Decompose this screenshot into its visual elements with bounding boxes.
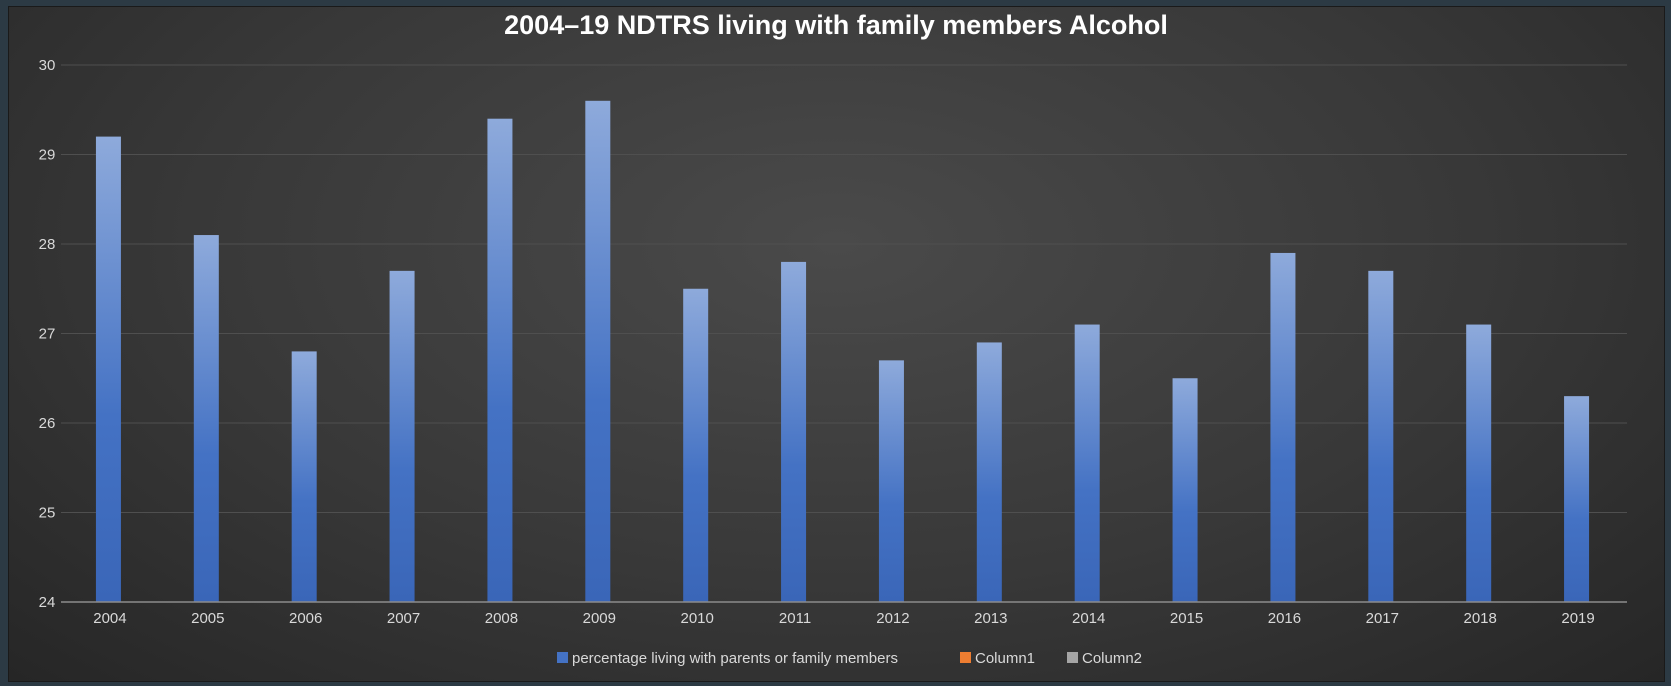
y-tick-label: 28 bbox=[39, 236, 56, 253]
x-tick-label: 2005 bbox=[191, 610, 224, 627]
bar-2012 bbox=[878, 360, 904, 602]
chart-title: 2004–19 NDTRS living with family members… bbox=[504, 10, 1168, 40]
y-tick-label: 30 bbox=[39, 57, 56, 74]
x-tick-label: 2008 bbox=[485, 610, 518, 627]
x-axis-ticks: 2004 2005 2006 2007 2008 2009 2010 2011 2012 2013… bbox=[93, 610, 1595, 627]
bar-2018 bbox=[1466, 324, 1492, 602]
legend-swatch bbox=[1067, 652, 1078, 663]
bar-2015 bbox=[1172, 378, 1198, 602]
x-tick-label: 2016 bbox=[1268, 610, 1301, 627]
bar-2017 bbox=[1368, 270, 1394, 602]
legend-swatch bbox=[557, 652, 568, 663]
bar-2008 bbox=[487, 118, 513, 602]
x-tick-label: 2009 bbox=[583, 610, 616, 627]
y-tick-label: 27 bbox=[39, 326, 56, 343]
bar-chart: 2004–19 NDTRS living with family members… bbox=[39, 10, 1627, 667]
legend-label: Column2 bbox=[1082, 650, 1142, 667]
bar-2011 bbox=[781, 261, 807, 602]
x-tick-label: 2006 bbox=[289, 610, 322, 627]
gridlines bbox=[61, 64, 1627, 513]
x-tick-label: 2004 bbox=[93, 610, 126, 627]
bar-2014 bbox=[1074, 324, 1100, 602]
x-tick-label: 2011 bbox=[779, 610, 811, 627]
y-tick-label: 29 bbox=[39, 147, 56, 164]
bars bbox=[95, 100, 1590, 603]
y-tick-label: 24 bbox=[39, 594, 56, 611]
x-tick-label: 2014 bbox=[1072, 610, 1105, 627]
bar-2010 bbox=[683, 288, 709, 602]
legend: percentage living with parents or family… bbox=[557, 650, 1142, 667]
y-tick-label: 25 bbox=[39, 505, 56, 522]
x-tick-label: 2015 bbox=[1170, 610, 1203, 627]
bar-2013 bbox=[976, 342, 1002, 602]
y-axis-ticks: 24 25 26 27 28 29 30 bbox=[39, 57, 56, 611]
x-tick-label: 2007 bbox=[387, 610, 420, 627]
legend-swatch bbox=[960, 652, 971, 663]
legend-label: percentage living with parents or family… bbox=[572, 650, 898, 667]
x-tick-label: 2017 bbox=[1366, 610, 1399, 627]
bar-2019 bbox=[1564, 396, 1590, 602]
x-tick-label: 2019 bbox=[1561, 610, 1594, 627]
x-tick-label: 2010 bbox=[681, 610, 714, 627]
bar-2009 bbox=[585, 100, 611, 603]
bar-2005 bbox=[193, 235, 219, 603]
bar-2007 bbox=[389, 270, 415, 602]
chart-area: 2004–19 NDTRS living with family members… bbox=[8, 6, 1665, 682]
legend-label: Column1 bbox=[975, 650, 1035, 667]
x-tick-label: 2018 bbox=[1464, 610, 1497, 627]
bar-2006 bbox=[291, 351, 317, 602]
bar-2004 bbox=[95, 136, 121, 602]
bar-2016 bbox=[1270, 252, 1296, 602]
x-tick-label: 2013 bbox=[974, 610, 1007, 627]
x-tick-label: 2012 bbox=[876, 610, 909, 627]
y-tick-label: 26 bbox=[39, 415, 56, 432]
